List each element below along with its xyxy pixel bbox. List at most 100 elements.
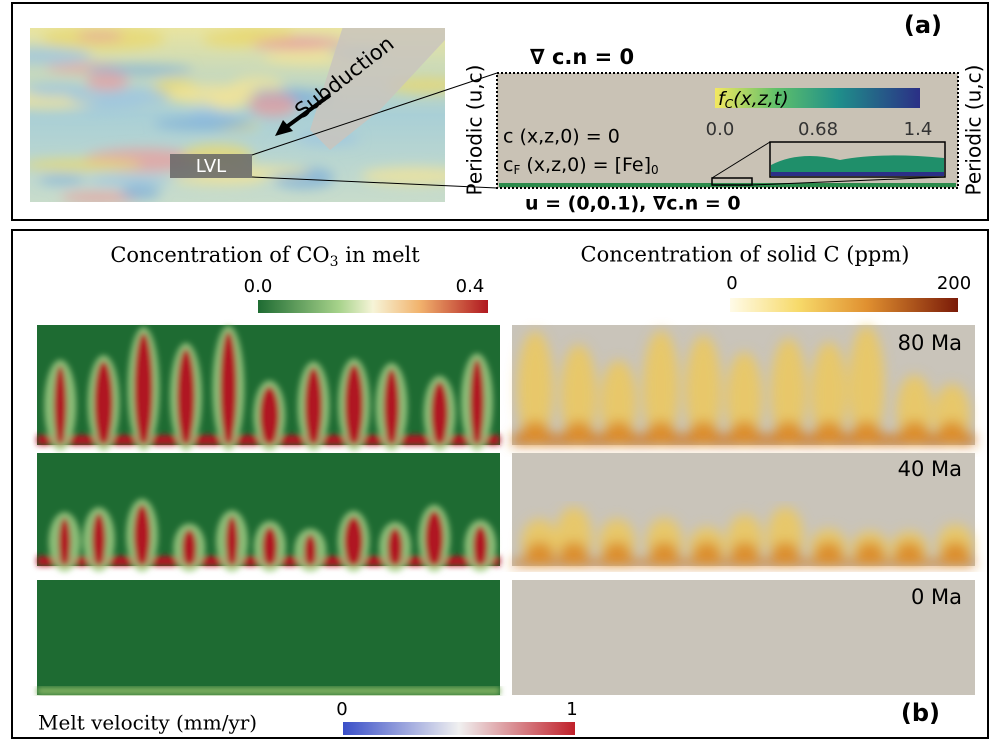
lvl-box bbox=[170, 154, 252, 178]
co3-tick-label: 0.4 bbox=[456, 276, 485, 297]
plume bbox=[134, 332, 154, 445]
plume-core bbox=[521, 421, 550, 445]
map-blob bbox=[249, 93, 298, 117]
plume-core bbox=[604, 421, 633, 445]
plume-core bbox=[771, 542, 800, 566]
fc-colorbar bbox=[715, 88, 920, 108]
solid-c-tick-label: 200 bbox=[937, 273, 971, 294]
solid-c-field bbox=[512, 453, 975, 567]
solid-c-tick-label: 0 bbox=[726, 273, 737, 294]
bottom-bc: u = (0,0.1), ∇c.n = 0 bbox=[525, 193, 741, 215]
plumes bbox=[37, 498, 500, 573]
plume-core bbox=[815, 421, 844, 445]
plume bbox=[472, 526, 488, 567]
initial-c: c (x,z,0) = 0 bbox=[503, 126, 620, 148]
plume-core bbox=[938, 421, 967, 445]
zoom-line bbox=[251, 176, 498, 189]
plume bbox=[848, 325, 885, 445]
map-blob bbox=[30, 84, 87, 97]
zoom-line bbox=[751, 176, 946, 186]
plume-core bbox=[852, 421, 881, 445]
zoom-source bbox=[711, 177, 753, 186]
plume-core bbox=[603, 542, 632, 566]
plume-core bbox=[730, 421, 759, 445]
map-blob bbox=[68, 87, 171, 107]
plumes bbox=[512, 325, 975, 446]
plume bbox=[93, 361, 114, 445]
map-blob bbox=[250, 39, 328, 50]
arrow-head bbox=[275, 120, 293, 136]
plume-core bbox=[856, 542, 885, 566]
map-blob bbox=[87, 174, 171, 187]
plume bbox=[344, 364, 364, 445]
plume-core bbox=[646, 421, 675, 445]
plumes bbox=[37, 687, 500, 695]
plumes bbox=[37, 325, 500, 452]
lvl-label: LVL bbox=[196, 156, 226, 177]
top-bc: ∇ c.n = 0 bbox=[530, 45, 634, 69]
plume bbox=[91, 513, 106, 566]
panel-a-label: (a) bbox=[904, 11, 942, 39]
plume-core bbox=[774, 421, 803, 445]
fc-tick-label: 1.4 bbox=[904, 119, 933, 140]
plume bbox=[304, 367, 323, 446]
co3-field bbox=[37, 453, 500, 573]
field-background bbox=[37, 580, 500, 695]
map-blob bbox=[168, 82, 257, 106]
plume-core bbox=[564, 421, 593, 445]
map-blob bbox=[86, 65, 194, 76]
zoom-line bbox=[711, 141, 771, 179]
panel-a-frame bbox=[11, 2, 989, 221]
slab bbox=[310, 28, 445, 150]
map-blob bbox=[76, 32, 124, 41]
plume bbox=[811, 341, 848, 445]
map-blob bbox=[30, 158, 143, 171]
plume bbox=[304, 534, 317, 566]
plume bbox=[343, 516, 364, 566]
subduction-arrow bbox=[283, 93, 332, 130]
field-background bbox=[512, 580, 975, 695]
plume bbox=[176, 348, 196, 445]
plume bbox=[469, 359, 485, 445]
plume bbox=[642, 330, 679, 445]
plume-core bbox=[730, 542, 759, 566]
plume-core bbox=[692, 542, 721, 566]
fc-colorbar-label: fC(x,z,t) bbox=[718, 88, 789, 111]
panel-b-label: (b) bbox=[901, 699, 940, 727]
plume-core bbox=[559, 542, 588, 566]
solid-c-field bbox=[512, 580, 975, 695]
fc-tick-label: 0.68 bbox=[798, 119, 838, 140]
plume-core bbox=[900, 421, 929, 445]
plume bbox=[181, 529, 197, 566]
solid-c-colorbar bbox=[730, 298, 958, 312]
fc-tick-label: 0.0 bbox=[706, 119, 735, 140]
left-bc: Periodic (u,c) bbox=[463, 65, 487, 196]
map-blob bbox=[361, 167, 445, 186]
plume-core bbox=[814, 542, 843, 566]
plume-core bbox=[650, 542, 679, 566]
plumes bbox=[512, 506, 975, 567]
initial-fe: cF (x,z,0) = [Fe]0 bbox=[503, 154, 659, 177]
plume bbox=[259, 386, 280, 446]
plume bbox=[517, 331, 554, 445]
map-blob bbox=[38, 175, 86, 185]
plume-core bbox=[895, 542, 924, 566]
plume bbox=[58, 518, 71, 566]
co3-field bbox=[37, 580, 500, 695]
plume bbox=[685, 335, 722, 445]
velocity-tick-label: 0 bbox=[336, 699, 347, 720]
plume bbox=[726, 351, 763, 445]
map-blob bbox=[202, 30, 268, 47]
time-label: 0 Ma bbox=[911, 585, 962, 609]
plume-core bbox=[689, 421, 718, 445]
time-label: 40 Ma bbox=[898, 457, 962, 481]
plume bbox=[430, 381, 449, 445]
subduction-map bbox=[30, 28, 445, 202]
left-title: Concentration of CO3 in melt bbox=[110, 243, 420, 271]
inset-layer bbox=[771, 172, 944, 176]
solid-c-field bbox=[512, 325, 975, 446]
plume-core bbox=[525, 542, 554, 566]
co3-field bbox=[37, 325, 500, 452]
velocity-label: Melt velocity (mm/yr) bbox=[38, 711, 257, 735]
